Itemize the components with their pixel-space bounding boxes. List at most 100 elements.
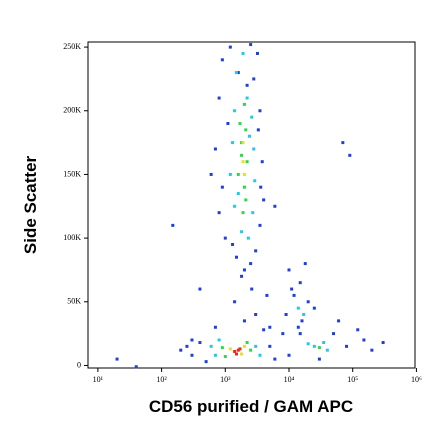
point	[198, 341, 202, 345]
point	[345, 344, 349, 348]
point	[233, 109, 237, 113]
point	[228, 347, 232, 351]
point	[226, 122, 230, 125]
y-tick-label: 200K	[63, 106, 81, 115]
point	[356, 328, 360, 332]
point	[217, 211, 221, 215]
point	[209, 172, 213, 176]
point	[251, 211, 255, 215]
point	[312, 344, 316, 348]
point	[171, 223, 175, 227]
point	[233, 204, 237, 208]
point	[204, 360, 208, 364]
x-tick-label: 10⁵	[347, 375, 358, 384]
point	[337, 319, 341, 323]
point	[238, 122, 242, 125]
x-tick-label: 10⁴	[284, 375, 295, 384]
point	[235, 352, 239, 356]
point	[258, 109, 262, 113]
point	[242, 344, 246, 348]
point	[255, 51, 259, 55]
point	[325, 348, 329, 352]
point	[258, 223, 262, 227]
plot-frame	[87, 41, 416, 369]
point	[240, 352, 244, 356]
point	[213, 147, 217, 151]
point	[240, 274, 244, 278]
x-tick-label: 10³	[220, 375, 231, 384]
point	[254, 313, 258, 317]
y-tick-label: 100K	[63, 233, 81, 242]
point	[317, 346, 321, 350]
point	[273, 204, 277, 208]
point	[213, 325, 217, 329]
y-tick-label: 0	[77, 360, 81, 369]
point	[298, 281, 302, 285]
point	[242, 172, 246, 176]
point	[268, 344, 272, 348]
point	[242, 102, 246, 106]
point	[228, 172, 232, 176]
point	[306, 342, 310, 346]
point	[198, 287, 202, 291]
point	[370, 348, 374, 352]
point	[250, 115, 254, 119]
point	[217, 338, 221, 342]
point	[246, 236, 250, 240]
x-tick-label: 10⁶	[411, 375, 422, 384]
point	[287, 268, 291, 272]
point	[381, 341, 385, 345]
point	[245, 160, 249, 164]
point	[134, 365, 138, 369]
point	[242, 319, 246, 323]
point	[262, 198, 266, 202]
point	[332, 332, 336, 336]
point	[252, 147, 256, 151]
point	[235, 71, 239, 75]
point	[256, 128, 260, 132]
y-tick-label: 150K	[63, 169, 81, 178]
point	[249, 348, 253, 352]
point	[179, 348, 183, 352]
point	[249, 262, 253, 266]
point	[302, 313, 306, 317]
point	[249, 43, 253, 47]
point	[253, 179, 257, 183]
point	[213, 353, 217, 357]
point	[223, 355, 227, 359]
point	[284, 313, 288, 317]
point	[233, 300, 237, 304]
point	[312, 306, 316, 310]
point	[241, 160, 245, 164]
point	[242, 185, 246, 189]
point	[252, 77, 256, 81]
point	[259, 185, 263, 189]
point	[235, 255, 239, 259]
point	[292, 293, 296, 297]
point	[240, 153, 244, 157]
point	[244, 128, 248, 132]
point	[245, 96, 249, 100]
point	[241, 51, 245, 55]
point	[238, 347, 242, 351]
point	[287, 353, 291, 357]
point	[265, 293, 269, 297]
point	[268, 325, 272, 329]
point	[240, 230, 244, 234]
point	[115, 357, 119, 361]
point	[281, 332, 285, 336]
point	[341, 141, 345, 145]
point	[262, 328, 266, 332]
point	[241, 211, 245, 215]
point	[236, 172, 240, 176]
y-tick-label: 250K	[63, 42, 81, 51]
point	[236, 192, 240, 196]
x-tick-label: 10¹	[93, 375, 104, 384]
point	[303, 262, 307, 266]
point	[273, 357, 277, 361]
point	[300, 319, 304, 323]
point	[245, 341, 249, 345]
point	[236, 71, 240, 75]
x-axis-label: CD56 purified / GAM APC	[149, 397, 353, 416]
